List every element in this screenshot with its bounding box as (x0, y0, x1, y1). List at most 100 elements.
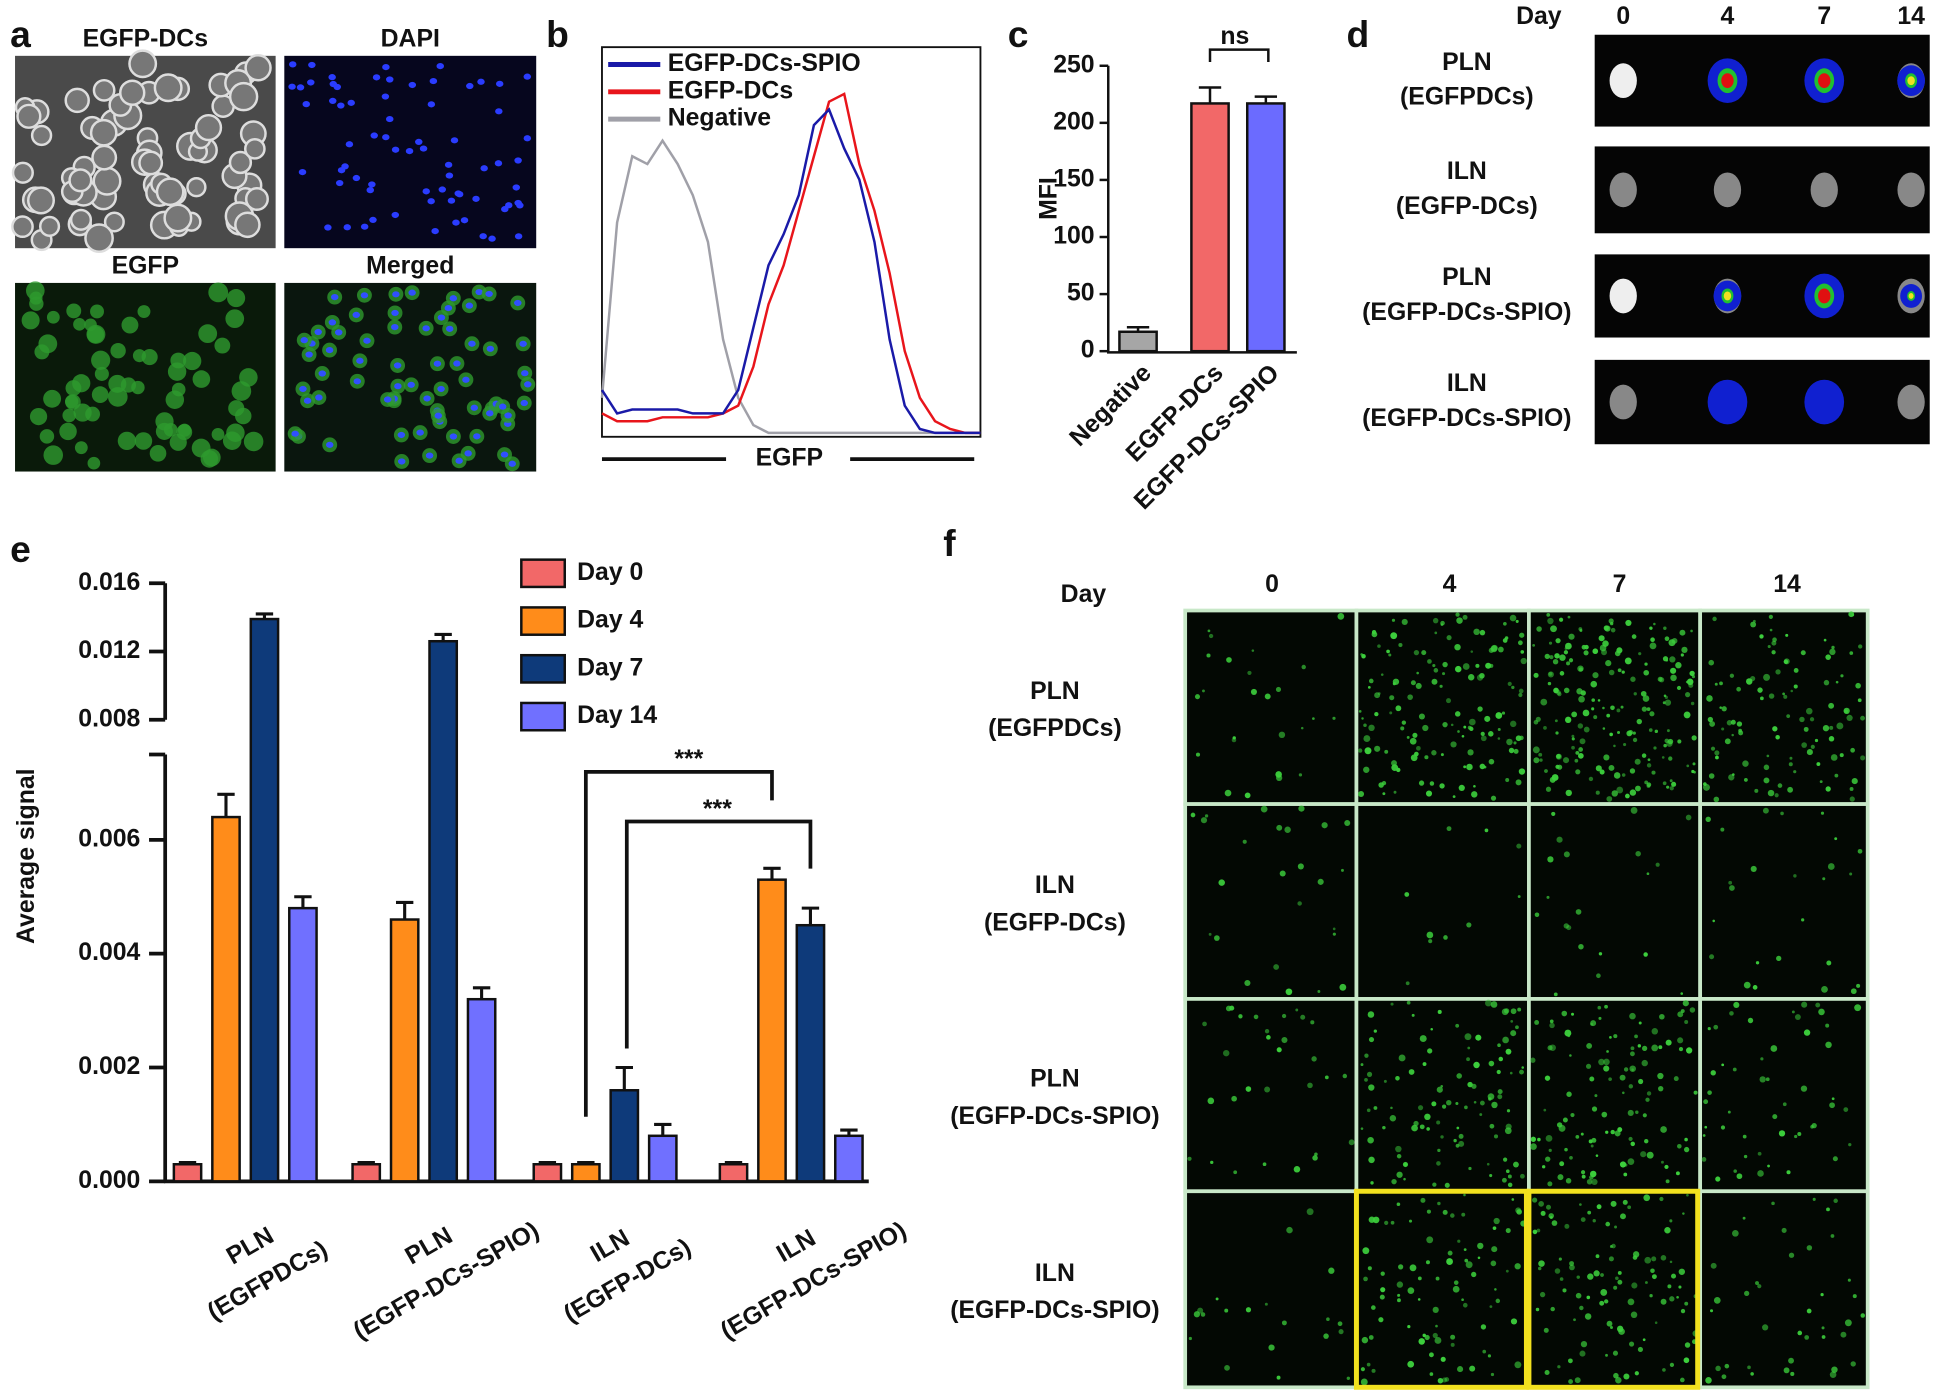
speckle (1372, 1216, 1380, 1224)
speckle (1266, 1035, 1271, 1040)
speckle (1489, 1123, 1495, 1129)
speckle (1422, 724, 1429, 732)
column-label: 14 (1773, 571, 1801, 598)
speckle (1443, 935, 1448, 940)
error-bar (724, 1160, 743, 1165)
speckle (1667, 1284, 1672, 1289)
speckle (1426, 931, 1434, 939)
speckle (1613, 1285, 1618, 1290)
speckle (1775, 669, 1781, 675)
speckle (1519, 1069, 1524, 1075)
speckle (1475, 663, 1480, 668)
speckle (1733, 1001, 1740, 1009)
speckle (1829, 725, 1834, 730)
speckle (1368, 724, 1375, 732)
speckle (1446, 698, 1452, 704)
speckle (1418, 713, 1425, 720)
speckle (1736, 721, 1743, 727)
column-label: 7 (1817, 3, 1831, 30)
speckle (1566, 1091, 1572, 1097)
nucleus (326, 441, 334, 448)
speckle (1673, 1076, 1679, 1082)
nucleus (391, 309, 399, 317)
speckle (1757, 687, 1763, 693)
speckle (1820, 811, 1825, 815)
speckle (1200, 1312, 1206, 1317)
speckle (1340, 868, 1344, 872)
speckle (1332, 927, 1336, 931)
row-label: ILN (1035, 1260, 1075, 1287)
speckle (1634, 1371, 1639, 1376)
speckle (1633, 692, 1637, 696)
speckle (1818, 1008, 1825, 1016)
speckle (1513, 741, 1517, 745)
speckle (1732, 1067, 1737, 1072)
speckle (1534, 1020, 1540, 1025)
lymph-node (1609, 172, 1637, 208)
speckle (1363, 766, 1370, 773)
nucleus (473, 433, 481, 440)
speckle (1364, 747, 1372, 755)
speckle (1505, 1048, 1512, 1055)
speckle (1627, 1298, 1635, 1306)
speckle (1680, 1009, 1685, 1014)
cell (234, 211, 261, 239)
speckle (1264, 1029, 1270, 1034)
speckle (1608, 669, 1615, 676)
micrograph (1354, 608, 1531, 806)
legend-swatch (520, 558, 566, 589)
speckle (1800, 1085, 1808, 1092)
speckle (1544, 653, 1550, 660)
speckle (1848, 611, 1855, 618)
speckle (1406, 1000, 1411, 1005)
speckle (1410, 754, 1418, 762)
speckle (1358, 748, 1363, 753)
speckle (1630, 1051, 1635, 1057)
speckle (1279, 870, 1286, 877)
speckle (1276, 824, 1283, 831)
speckle (1579, 629, 1583, 632)
speckle (1382, 792, 1386, 796)
y-axis-label: MFI (1035, 177, 1062, 220)
speckle (1629, 789, 1637, 796)
speckle (1392, 678, 1400, 685)
speckle (1632, 1255, 1638, 1260)
speckle (1581, 1174, 1586, 1179)
heat-signal (1707, 379, 1748, 425)
speckle (1804, 1335, 1810, 1340)
speckle (1566, 925, 1572, 931)
nucleus (485, 290, 493, 298)
speckle (1260, 805, 1268, 813)
nucleus (523, 73, 532, 80)
speckle (1715, 755, 1719, 760)
nucleus (335, 179, 344, 187)
speckle (1533, 757, 1540, 764)
micrograph (1527, 608, 1703, 806)
speckle (1462, 614, 1468, 620)
speckle (1754, 788, 1759, 793)
speckle (1770, 1045, 1778, 1052)
cell (192, 370, 211, 388)
speckle (1429, 1372, 1434, 1376)
speckle (1557, 1365, 1561, 1369)
nucleus (514, 233, 523, 240)
speckle (1623, 1172, 1628, 1177)
speckle (1669, 779, 1673, 783)
speckle (1488, 758, 1495, 765)
speckle (1847, 1278, 1851, 1282)
nucleus (415, 138, 423, 146)
speckle (1797, 1132, 1802, 1137)
speckle (1680, 653, 1684, 657)
speckle (1532, 1197, 1538, 1203)
speckle (1493, 1134, 1499, 1139)
speckle (1611, 790, 1619, 797)
significance-bracket (1208, 48, 1270, 63)
cell (243, 137, 266, 160)
speckle (1275, 771, 1282, 778)
speckle (1831, 1097, 1835, 1101)
speckle (1226, 657, 1232, 663)
speckle (1424, 1113, 1431, 1121)
speckle (1857, 848, 1863, 854)
error-bar (577, 1160, 595, 1165)
speckle (1555, 638, 1561, 644)
